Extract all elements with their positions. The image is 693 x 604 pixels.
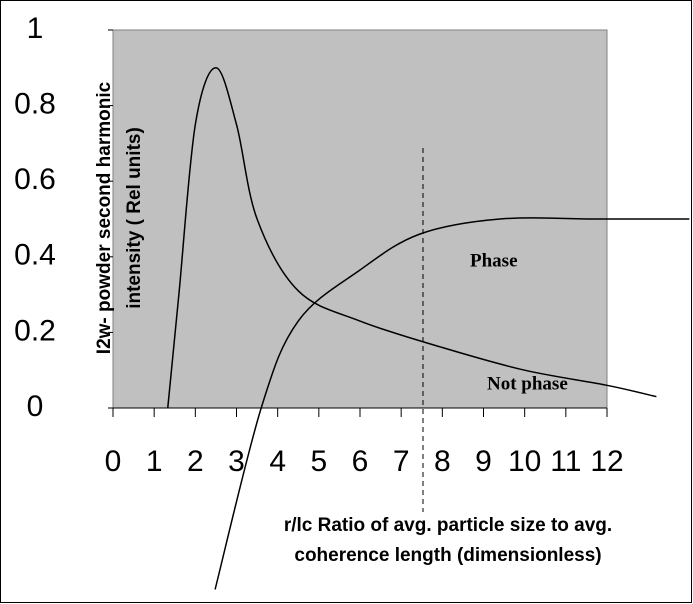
x-tick-label: 2 xyxy=(187,445,204,478)
line xyxy=(167,67,657,409)
x-tick-label: 3 xyxy=(228,445,245,478)
y-axis-label: intensity ( Rel units) xyxy=(124,127,145,309)
y-tick-label: 0.4 xyxy=(14,239,56,272)
x-tick-label: 7 xyxy=(393,445,410,478)
plot-area xyxy=(112,29,608,409)
x-tick-label: 0 xyxy=(105,445,122,478)
x-tick-label: 1 xyxy=(146,445,163,478)
x-tick-label: 6 xyxy=(352,445,369,478)
y-axis-label: I2w- powder second harmonic xyxy=(94,81,115,354)
x-tick-label: 10 xyxy=(508,445,541,478)
x-tick-label: 5 xyxy=(310,445,327,478)
x-axis-label: coherence length (dimensionless) xyxy=(294,545,601,566)
y-tick-label: 0 xyxy=(27,390,44,423)
x-tick-label: 9 xyxy=(475,445,492,478)
x-tick-label: 11 xyxy=(550,445,581,478)
annotation: Phase xyxy=(470,250,518,271)
line xyxy=(214,217,690,590)
y-tick-label: 1 xyxy=(27,12,44,45)
y-tick-label: 0.8 xyxy=(14,88,56,121)
x-tick-label: 4 xyxy=(269,445,286,478)
x-tick-label: 12 xyxy=(590,445,623,478)
y-tick-label: 0.2 xyxy=(14,314,56,347)
annotation: Not phase xyxy=(487,373,568,394)
x-tick-label: 8 xyxy=(434,445,451,478)
y-tick-label: 0.6 xyxy=(14,163,56,196)
x-axis-label: r/lc Ratio of avg. particle size to avg. xyxy=(284,515,612,536)
